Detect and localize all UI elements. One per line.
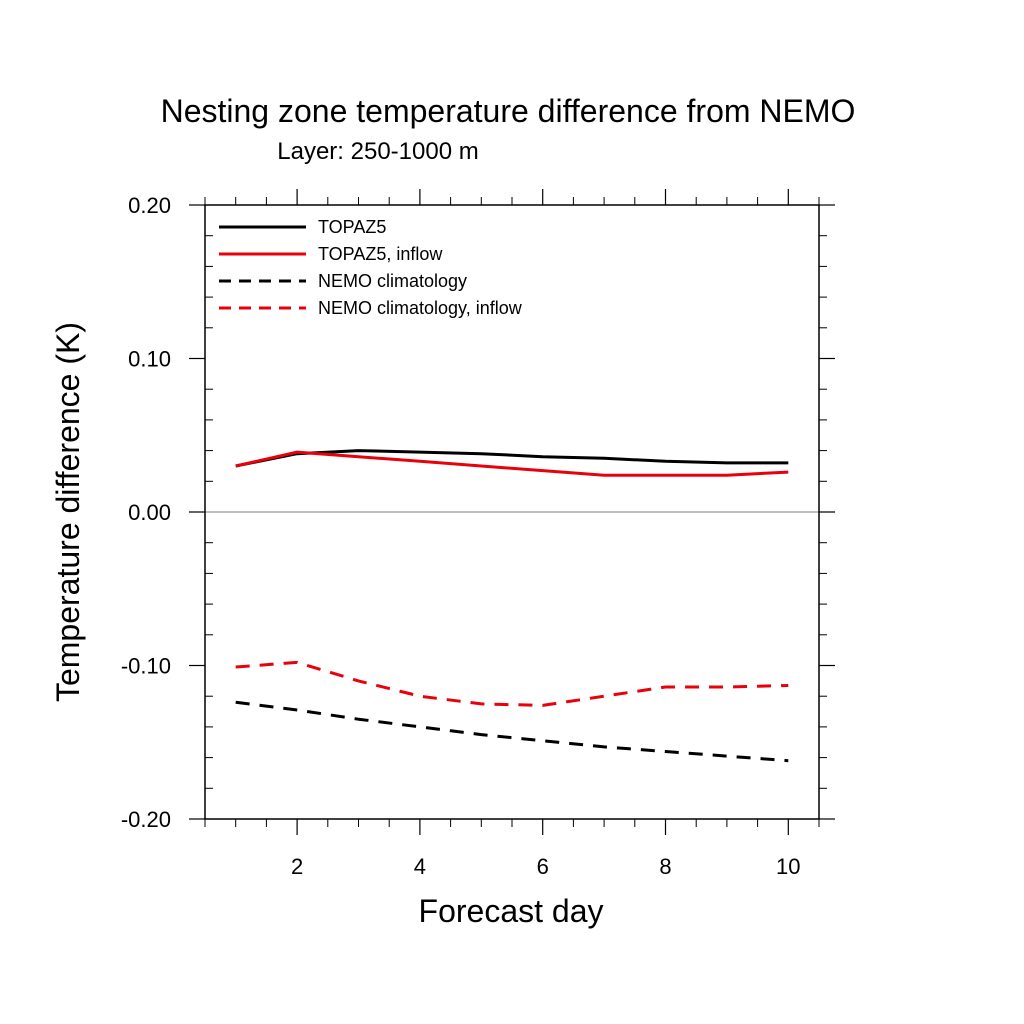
series-line-3 bbox=[235, 700, 789, 763]
y-axis-label: Temperature difference (K) bbox=[50, 322, 86, 702]
x-tick-label: 8 bbox=[659, 854, 671, 879]
chart-title: Nesting zone temperature difference from… bbox=[161, 93, 856, 129]
y-tick-label: 0.00 bbox=[128, 500, 171, 525]
legend-label-4: NEMO climatology, inflow bbox=[318, 298, 523, 318]
series-line-2 bbox=[235, 450, 789, 477]
series-line-1 bbox=[235, 449, 789, 468]
x-axis-label: Forecast day bbox=[419, 893, 604, 929]
legend-label-1: TOPAZ5 bbox=[318, 217, 386, 237]
series-line-4 bbox=[235, 660, 789, 707]
x-tick-label: 2 bbox=[291, 854, 303, 879]
legend-label-2: TOPAZ5, inflow bbox=[318, 244, 443, 264]
y-tick-label: -0.10 bbox=[121, 654, 171, 679]
x-tick-label: 4 bbox=[414, 854, 426, 879]
legend-label-3: NEMO climatology bbox=[318, 271, 467, 291]
y-tick-label: 0.10 bbox=[128, 347, 171, 372]
plot-area: 2 4 6 8 10 -0.20 -0.10 0.00 0.10 0.20 TOPAZ5 TOPAZ5… bbox=[121, 189, 835, 879]
chart-subtitle: Layer: 250-1000 m bbox=[277, 138, 478, 165]
y-tick-label: 0.20 bbox=[128, 193, 171, 218]
plot-frame bbox=[204, 204, 820, 820]
y-tick-label: -0.20 bbox=[121, 807, 171, 832]
x-tick-label: 10 bbox=[776, 854, 800, 879]
x-tick-label: 6 bbox=[537, 854, 549, 879]
